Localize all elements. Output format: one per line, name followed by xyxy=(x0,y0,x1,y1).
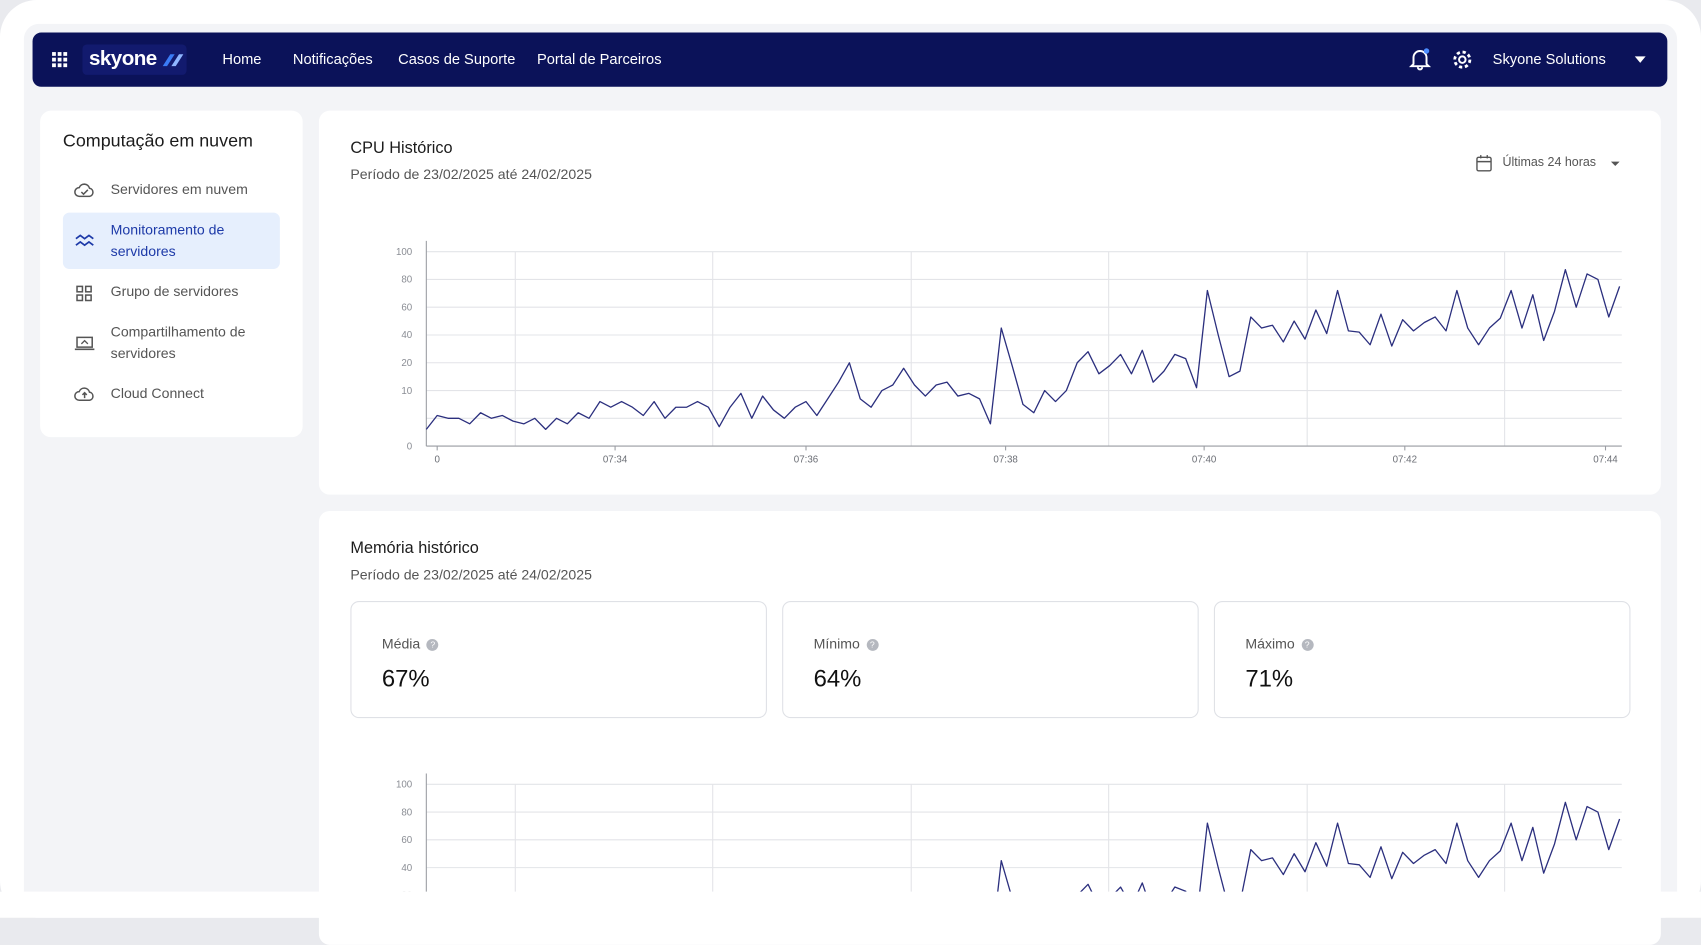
nav-link[interactable]: Notificações xyxy=(292,50,373,68)
help-icon[interactable]: ? xyxy=(866,638,879,651)
sidebar-item[interactable]: Cloud Connect xyxy=(110,385,204,402)
y-tick-label: 40 xyxy=(401,863,412,874)
y-tick-label: 100 xyxy=(396,780,413,791)
charts: 0 10 20 40 60 80 100 0 07:34 07:36 07:38 07:40 07:42… xyxy=(396,240,1622,902)
stat-card: Mínimo? 64% xyxy=(782,600,1199,719)
x-tick-label: 0 xyxy=(434,454,440,465)
data-line xyxy=(997,801,1621,892)
sidebar-item-active[interactable]: Monitoramento de servidores xyxy=(110,221,225,260)
y-tick-label: 40 xyxy=(401,330,412,341)
stat-label-text: Mínimo xyxy=(813,635,860,652)
bell-icon[interactable] xyxy=(1408,47,1432,71)
nav-link[interactable]: Casos de Suporte xyxy=(398,50,516,68)
sidebar-item[interactable]: Grupo de servidores xyxy=(110,283,239,300)
y-tick-label: 10 xyxy=(401,386,412,397)
account-caret[interactable] xyxy=(1634,55,1647,64)
y-tick-label: 100 xyxy=(396,247,413,258)
y-tick-label: 60 xyxy=(401,302,412,313)
calendar-icon[interactable] xyxy=(1475,154,1492,172)
card-title: CPU Histórico xyxy=(350,138,453,158)
apps-icon[interactable] xyxy=(51,51,68,68)
help-icon[interactable]: ? xyxy=(1301,638,1314,651)
sidebar-item[interactable]: Servidores em nuvem xyxy=(110,181,248,198)
card-title: Memória histórico xyxy=(350,539,479,558)
help-icon[interactable]: ? xyxy=(426,638,439,651)
x-tick-label: 07:38 xyxy=(993,454,1017,465)
brand[interactable]: skyone xyxy=(88,47,157,71)
x-tick-label: 07:40 xyxy=(1192,454,1217,465)
frame-bottom xyxy=(0,891,1701,918)
sidebar: Computação em nuvem Servidores em nuvem … xyxy=(40,110,303,438)
y-tick-label: 80 xyxy=(401,275,412,286)
stat-card: Média? 67% xyxy=(350,600,767,719)
memory-card: Memória histórico Período de 23/02/2025 … xyxy=(318,510,1661,945)
monitor-icon xyxy=(75,234,94,247)
share-icon xyxy=(74,336,95,351)
nav-link[interactable]: Portal de Parceiros xyxy=(536,50,662,68)
cpu-card: CPU Histórico Período de 23/02/2025 até … xyxy=(318,110,1661,495)
y-tick-label: 20 xyxy=(401,358,412,369)
range-select[interactable]: Últimas 24 horas xyxy=(1502,156,1597,170)
group-icon xyxy=(76,285,92,302)
y-tick-label: 0 xyxy=(407,441,413,452)
stat-card: Máximo? 71% xyxy=(1213,600,1631,719)
cpu-chart: 0 10 20 40 60 80 100 0 07:34 07:36 07:38 07:40 07:42… xyxy=(396,240,1622,465)
stat-label-text: Média xyxy=(381,635,421,652)
brand-mark xyxy=(162,54,184,67)
stat-value: 71% xyxy=(1245,664,1294,693)
x-tick-label: 07:34 xyxy=(603,454,628,465)
y-tick-label: 20 xyxy=(401,891,412,902)
x-tick-label: 07:42 xyxy=(1393,454,1417,465)
sidebar-title: Computação em nuvem xyxy=(62,131,253,151)
x-tick-label: 07:36 xyxy=(794,454,818,465)
cloud-icon xyxy=(74,183,94,198)
cloud-upload-icon xyxy=(74,387,94,402)
y-tick-label: 60 xyxy=(401,835,412,846)
sidebar-active-bg xyxy=(62,212,280,270)
x-tick-label: 07:44 xyxy=(1593,454,1618,465)
stat-label-text: Máximo xyxy=(1245,635,1295,652)
card-period: Período de 23/02/2025 até 24/02/2025 xyxy=(350,165,592,183)
card-period: Período de 23/02/2025 até 24/02/2025 xyxy=(350,566,592,583)
account-name[interactable]: Skyone Solutions xyxy=(1492,50,1606,68)
stat-label: Máximo? xyxy=(1245,635,1314,652)
stat-label: Média? xyxy=(382,636,439,652)
stat-value: 67% xyxy=(381,664,430,693)
nav-link[interactable]: Home xyxy=(222,50,262,68)
top-nav: skyone Home Notificações Casos de Suport… xyxy=(32,32,1668,87)
settings-icon[interactable] xyxy=(1450,48,1474,72)
sidebar-item[interactable]: Compartilhamento de servidores xyxy=(110,323,246,362)
range-caret[interactable] xyxy=(1610,161,1621,168)
stat-label: Mínimo? xyxy=(814,636,879,652)
stat-value: 64% xyxy=(813,664,862,693)
y-tick-label: 80 xyxy=(401,807,412,818)
data-line xyxy=(425,269,1621,431)
